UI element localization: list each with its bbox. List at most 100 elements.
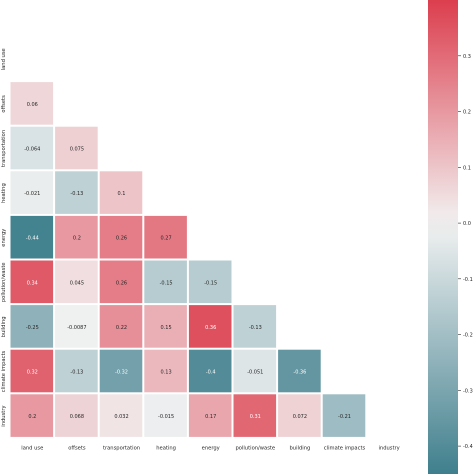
cell-value-label: 0.072 bbox=[293, 414, 307, 420]
colorbar-tick-label: 0.1 bbox=[463, 165, 471, 171]
cell-value-label: -0.44 bbox=[26, 236, 39, 242]
heatmap-cell bbox=[187, 304, 233, 349]
x-tick-label: heating bbox=[156, 445, 176, 451]
heatmap-cell bbox=[143, 259, 188, 305]
cell-value-label: -0.15 bbox=[204, 280, 217, 286]
cell-value-label: 0.2 bbox=[28, 414, 36, 420]
heatmap-cell bbox=[143, 348, 188, 394]
heatmap-cell bbox=[277, 393, 322, 438]
y-tick-label: climate impacts bbox=[1, 351, 7, 393]
cell-value-label: -0.064 bbox=[24, 147, 40, 153]
x-tick-label: pollution/waste bbox=[235, 445, 275, 451]
heatmap-cell bbox=[98, 170, 144, 215]
cell-value-label: -0.0087 bbox=[67, 325, 86, 331]
cell-value-label: -0.13 bbox=[249, 325, 262, 331]
heatmap-cell bbox=[98, 393, 144, 438]
cell-value-label: -0.021 bbox=[24, 191, 40, 197]
cell-value-label: 0.34 bbox=[27, 280, 38, 286]
cell-value-label: 0.27 bbox=[161, 236, 172, 242]
x-tick-label: offsets bbox=[68, 445, 86, 451]
x-tick-label: land use bbox=[21, 445, 43, 451]
heatmap-cell bbox=[54, 348, 99, 394]
colorbar-tick-label: 0.0 bbox=[463, 221, 471, 227]
heatmap-cell bbox=[232, 304, 278, 349]
cell-value-label: -0.015 bbox=[158, 414, 174, 420]
x-tick-label: industry bbox=[378, 445, 399, 451]
cell-value-label: 0.06 bbox=[27, 102, 38, 108]
cell-value-label: 0.17 bbox=[205, 414, 216, 420]
y-tick-label: land use bbox=[1, 48, 7, 70]
colorbar-tick-label: 0.3 bbox=[463, 54, 471, 60]
x-tick-label: climate impacts bbox=[324, 445, 366, 451]
cell-value-label: -0.36 bbox=[293, 370, 306, 376]
heatmap-cell bbox=[9, 304, 55, 349]
y-tick-label: offsets bbox=[1, 95, 7, 113]
heatmap-cell bbox=[98, 304, 144, 349]
cell-value-label: -0.32 bbox=[115, 370, 128, 376]
heatmap-cell bbox=[143, 393, 188, 438]
heatmap-cell bbox=[9, 259, 55, 305]
heatmap-cell bbox=[54, 259, 99, 305]
cell-value-label: -0.25 bbox=[26, 325, 39, 331]
heatmap-cell bbox=[232, 348, 278, 394]
heatmap-cell bbox=[232, 393, 278, 438]
cell-value-label: -0.4 bbox=[206, 370, 216, 376]
cell-value-label: -0.15 bbox=[160, 280, 173, 286]
x-tick-labels: land use offsets transportation heating ener… bbox=[21, 445, 399, 451]
heatmap-cell bbox=[54, 393, 99, 438]
heatmap-cell bbox=[54, 214, 99, 260]
cell-value-label: 0.032 bbox=[114, 414, 128, 420]
cell-value-label: 0.045 bbox=[70, 280, 84, 286]
cell-value-label: -0.051 bbox=[247, 370, 263, 376]
heatmap-cell bbox=[9, 214, 55, 260]
y-tick-label: heating bbox=[1, 183, 7, 203]
colorbar-tick-label: -0.3 bbox=[463, 388, 473, 394]
heatmap-cells: 0.06 -0.064 0.075 -0.021 -0.13 0.1 -0.44 0.2 0.2… bbox=[9, 81, 367, 438]
cell-value-label: 0.36 bbox=[205, 325, 216, 331]
colorbar-tick-label: -0.4 bbox=[463, 444, 473, 450]
x-tick-label: transportation bbox=[103, 445, 140, 451]
cell-value-label: 0.2 bbox=[73, 236, 81, 242]
cell-value-label: 0.13 bbox=[161, 370, 172, 376]
heatmap-cell bbox=[54, 304, 99, 349]
heatmap-cell bbox=[9, 170, 55, 215]
y-tick-label: building bbox=[1, 317, 7, 338]
heatmap-cell bbox=[9, 81, 55, 126]
heatmap-cell bbox=[143, 304, 188, 349]
heatmap-cell bbox=[98, 214, 144, 260]
colorbar-tick-label: -0.2 bbox=[463, 333, 473, 339]
cell-value-label: 0.15 bbox=[161, 325, 172, 331]
heatmap-cell bbox=[321, 393, 367, 438]
colorbar-tick-label: -0.1 bbox=[463, 277, 473, 283]
colorbar-ticks: 0.3 0.2 0.1 0.0 -0.1 -0.2 -0.3 -0.4 bbox=[458, 54, 473, 450]
heatmap-cell bbox=[187, 259, 233, 305]
cell-value-label: 0.26 bbox=[116, 236, 127, 242]
heatmap-cell bbox=[9, 125, 55, 171]
heatmap-cell bbox=[9, 348, 55, 394]
cell-value-label: 0.1 bbox=[118, 191, 126, 197]
y-tick-label: energy bbox=[1, 229, 7, 247]
heatmap-cell bbox=[187, 393, 233, 438]
y-tick-label: pollution/waste bbox=[1, 262, 7, 302]
heatmap-cell bbox=[98, 348, 144, 394]
y-tick-labels: land use offsets transportation heating ener… bbox=[1, 48, 7, 426]
heatmap-cell bbox=[54, 125, 99, 171]
heatmap-cell bbox=[9, 393, 55, 438]
heatmap-cell bbox=[98, 259, 144, 305]
heatmap-cell bbox=[54, 170, 99, 215]
heatmap-cell bbox=[187, 348, 233, 394]
y-tick-label: transportation bbox=[1, 130, 7, 167]
cell-value-label: -0.21 bbox=[338, 414, 351, 420]
x-tick-label: building bbox=[290, 445, 311, 451]
cell-value-label: -0.13 bbox=[70, 191, 83, 197]
x-tick-label: energy bbox=[202, 445, 220, 451]
heatmap-cell bbox=[143, 214, 188, 260]
cell-value-label: 0.068 bbox=[70, 414, 84, 420]
cell-value-label: 0.26 bbox=[116, 280, 127, 286]
y-tick-label: industry bbox=[1, 405, 7, 426]
cell-value-label: 0.22 bbox=[116, 325, 127, 331]
heatmap-cell bbox=[277, 348, 322, 394]
cell-value-label: 0.31 bbox=[250, 414, 261, 420]
cell-value-label: 0.075 bbox=[70, 147, 84, 153]
